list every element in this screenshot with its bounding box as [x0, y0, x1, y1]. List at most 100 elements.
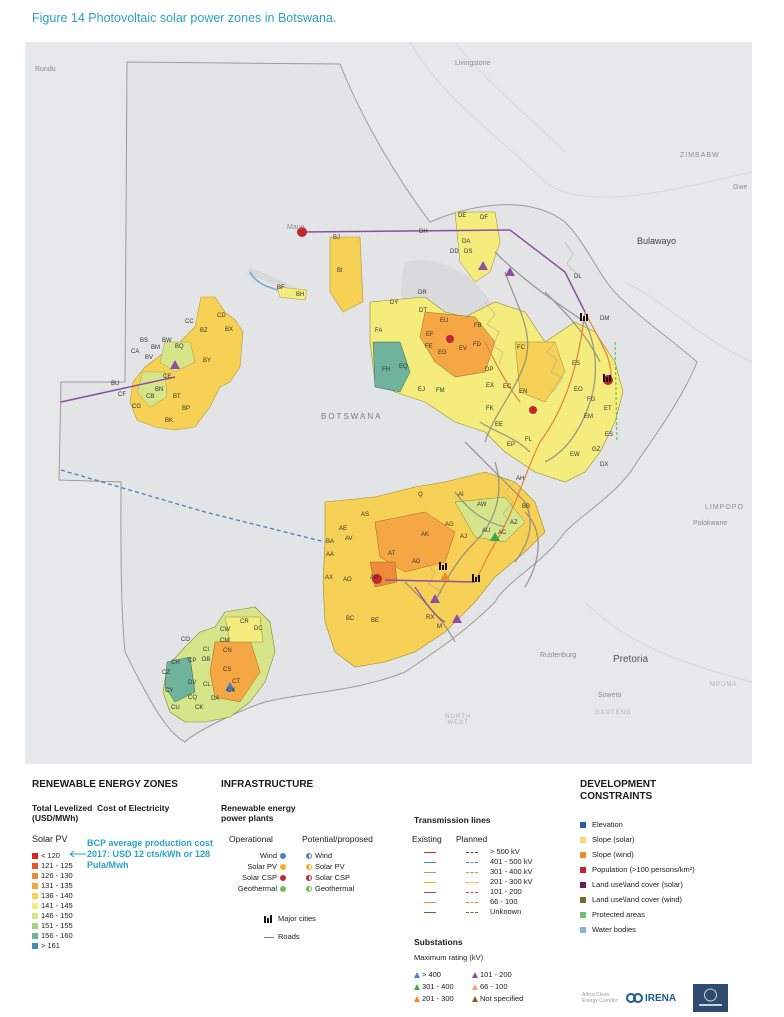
zone-code: BX [225, 327, 234, 333]
transmission-line-north [299, 229, 586, 313]
solar-csp-half-icon [306, 875, 312, 882]
zone-code: AA [326, 552, 335, 558]
zone-code: AU [482, 528, 491, 534]
lcoe-range-item: 141 - 145 [32, 901, 73, 910]
line-planned-icon [466, 901, 478, 903]
constraint-swatch [580, 927, 586, 934]
line-existing-icon [424, 901, 436, 903]
zone-code: EU [440, 318, 449, 324]
zone-code: EW [570, 452, 580, 458]
place-maun: Maun [287, 224, 305, 231]
zone-code: FM [436, 388, 445, 394]
geothermal-icon [280, 886, 286, 893]
zone-code: DE [458, 213, 467, 219]
zone-code: CQ [188, 695, 197, 701]
constraints-heading: DEVELOPMENT CONSTRAINTS [580, 779, 657, 802]
plant-geothermal-potential: Geothermal [306, 884, 354, 893]
solar-csp-plant-maun [297, 227, 307, 237]
place-north-west: NORTH WEST [445, 714, 472, 726]
zones-heading: RENEWABLE ENERGY ZONES [32, 779, 178, 790]
place-limpopo: LIMPOPO [705, 504, 744, 511]
zone-code: CK [195, 705, 204, 711]
transmission-item: 101 - 200 [424, 887, 522, 896]
plant-solar-csp-potential: Solar CSP [306, 873, 350, 882]
zone-code: DX [600, 462, 609, 468]
zone-code: DD [450, 249, 459, 255]
place-soweto: Soweto [598, 692, 622, 699]
transmission-line-planned-sw [60, 469, 326, 543]
plant-solar-pv-operational: Solar PV [224, 862, 286, 871]
map-canvas[interactable]: Rundu Livingstone ZIMBABW Gwe Bulawayo M… [25, 42, 752, 764]
constraint-item: Land use\land cover (solar) [580, 880, 683, 889]
zone-code: BI [337, 268, 343, 274]
zone-code: DF [480, 215, 488, 221]
lcoe-range-item: 131 - 135 [32, 881, 73, 890]
zone-code: AX [325, 575, 334, 581]
zone-code: AJ [460, 534, 468, 540]
zone-code: AE [339, 526, 348, 532]
constraint-item: Slope (solar) [580, 835, 635, 844]
zone-code: BH [296, 292, 305, 298]
plants-heading: Renewable energy power plants [221, 803, 296, 823]
transmission-item: 401 - 500 kV [424, 857, 533, 866]
place-gweru: Gwe [733, 184, 748, 191]
zone-code: DM [600, 316, 610, 322]
line-planned-icon [466, 891, 478, 893]
plant-wind-operational: Wind [224, 851, 286, 860]
zone-code: CT [232, 679, 240, 685]
zone-code: ES [572, 361, 581, 367]
zone-code: BJ [333, 235, 341, 241]
zone-code: DV [188, 680, 197, 686]
country-label: BOTSWANA [321, 412, 383, 421]
zone-code: M [437, 624, 442, 630]
zone-code: FH [382, 367, 390, 373]
irena-mark-icon [626, 993, 643, 1003]
place-rustenburg: Rustenburg [540, 652, 577, 659]
zone-code: AC [498, 530, 507, 536]
solar-pv-label: Solar PV [32, 834, 68, 844]
zone-code: FC [517, 345, 525, 351]
zone-code: BA [326, 539, 335, 545]
wind-half-icon [306, 853, 312, 860]
zone-code: GZ [592, 447, 601, 453]
zone-code: EV [459, 346, 468, 352]
zone-code: AG [445, 522, 454, 528]
zone-code: BW [162, 338, 172, 344]
constraint-item: Elevation [580, 820, 623, 829]
zone-code: CI [203, 647, 209, 653]
zone-code: AT [388, 551, 396, 557]
planned-label: Planned [456, 834, 488, 844]
zone-code: AH [516, 476, 525, 482]
zone-code: BF [277, 285, 285, 291]
partner-logo [693, 984, 728, 1012]
line-existing-icon [424, 891, 436, 893]
zone-code: CB [146, 394, 155, 400]
substation-icon [472, 984, 478, 991]
map-svg [58, 42, 752, 743]
substation-icon [472, 972, 478, 979]
lcoe-range-item: 156 - 160 [32, 931, 73, 940]
zone-code: AD [412, 559, 421, 565]
transmission-line-west [60, 376, 176, 403]
zone-code: CS [223, 667, 232, 673]
zone-code: DS [464, 249, 473, 255]
transmission-heading: Transmission lines [414, 815, 491, 825]
zone-code: BZ [200, 328, 208, 334]
solar-pv-icon [280, 864, 286, 871]
substation-icon [472, 996, 478, 1003]
zone-code: FK [486, 406, 494, 412]
zone-code: CY [165, 688, 174, 694]
zone-code: DL [574, 274, 582, 280]
zone-code: CZ [162, 670, 170, 676]
substation-triangle [478, 261, 488, 270]
constraint-swatch [580, 897, 586, 904]
botswana-border [58, 61, 698, 743]
zone-code: FE [425, 344, 433, 350]
lcoe-range-item: < 120 [32, 851, 60, 860]
zone-code: AZ [510, 520, 518, 526]
zone-code: BK [165, 418, 174, 424]
zone-code: BE [371, 618, 380, 624]
line-planned-icon [466, 861, 478, 863]
zone-code: FB [474, 323, 482, 329]
zone-code: AW [477, 502, 487, 508]
